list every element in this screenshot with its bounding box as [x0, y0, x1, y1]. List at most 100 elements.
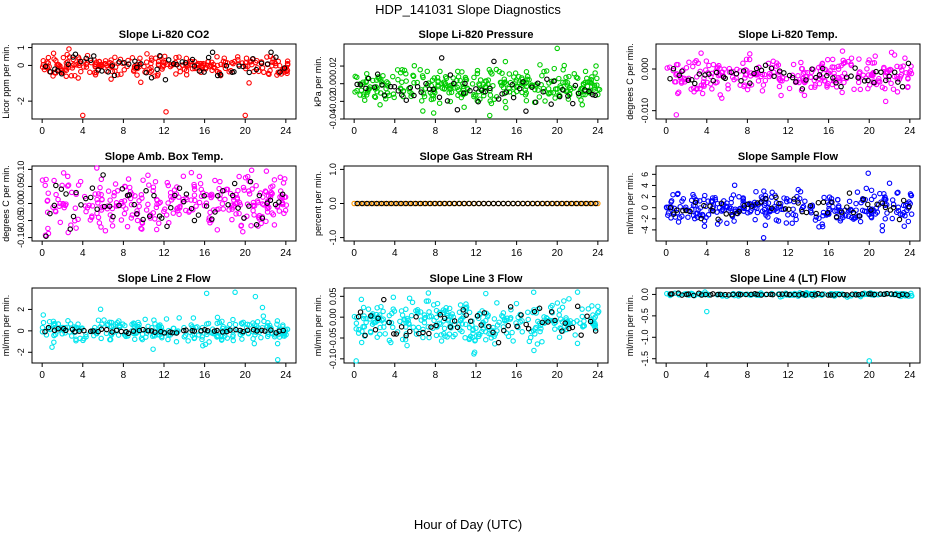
reference-point [763, 195, 769, 202]
data-point [529, 82, 535, 88]
data-point [549, 302, 555, 309]
reference-point [781, 70, 787, 76]
data-point [888, 67, 894, 73]
data-point [118, 217, 125, 223]
data-point [136, 63, 143, 70]
data-point [75, 54, 82, 61]
data-point [869, 210, 875, 217]
data-point [701, 196, 707, 203]
reference-point [451, 80, 457, 87]
data-point [828, 195, 835, 202]
reference-point [151, 192, 157, 199]
x-tick-label: 4 [80, 370, 86, 381]
reference-point [758, 292, 765, 298]
reference-point [393, 331, 400, 337]
data-point [137, 55, 143, 62]
data-point [801, 92, 808, 99]
data-point [138, 192, 145, 198]
data-point [367, 329, 374, 336]
data-point [50, 73, 56, 79]
data-point [65, 318, 71, 324]
data-point [164, 179, 171, 186]
data-point [763, 212, 769, 218]
reference-point [146, 213, 153, 219]
data-point [153, 226, 160, 233]
data-point [107, 63, 114, 69]
data-point [53, 191, 59, 198]
data-point [71, 61, 77, 68]
y-tick-label: 0 [16, 63, 26, 68]
chart-title: Slope Li-820 Temp. [738, 29, 837, 41]
data-point [258, 220, 264, 227]
data-point [474, 70, 481, 77]
data-point [690, 63, 696, 70]
reference-point [735, 291, 742, 297]
outlier-point [232, 289, 238, 296]
reference-point [770, 291, 776, 298]
reference-point [475, 98, 481, 105]
data-point [254, 198, 261, 204]
x-tick-label: 12 [470, 370, 482, 381]
data-point [900, 63, 907, 69]
data-point [360, 315, 367, 322]
data-point [411, 200, 417, 207]
reference-point [715, 291, 721, 298]
data-point [513, 320, 519, 326]
reference-point [589, 91, 596, 98]
data-point [217, 178, 223, 185]
reference-point [250, 56, 256, 62]
data-point [447, 98, 454, 105]
data-point [740, 60, 746, 67]
data-point [283, 202, 290, 208]
reference-point [426, 330, 432, 337]
reference-point [276, 199, 282, 205]
data-point [62, 202, 69, 209]
reference-point [868, 207, 874, 213]
data-point [702, 67, 709, 73]
data-point [192, 197, 198, 204]
data-point [482, 336, 489, 343]
x-tick-label: 0 [351, 248, 357, 259]
reference-point [696, 71, 703, 77]
data-point [802, 198, 808, 204]
reference-point [411, 92, 417, 99]
data-point [425, 324, 431, 330]
data-point [582, 68, 589, 75]
data-point [363, 315, 369, 322]
x-tick-label: 16 [823, 370, 835, 381]
reference-point [882, 77, 889, 84]
outlier-point [866, 358, 872, 364]
data-point [693, 74, 700, 80]
data-point [907, 200, 913, 207]
x-tick-label: 12 [782, 370, 794, 381]
data-point [868, 187, 875, 194]
data-point [420, 334, 426, 341]
data-point [889, 197, 896, 203]
data-point [371, 200, 377, 207]
data-point [236, 173, 242, 180]
data-point [234, 200, 240, 206]
data-point [384, 83, 391, 89]
data-point [897, 64, 904, 70]
data-point [128, 215, 135, 221]
data-point [699, 90, 706, 97]
reference-point [473, 86, 479, 92]
data-point [380, 308, 386, 315]
data-point [541, 68, 547, 75]
reference-point [55, 68, 61, 74]
reference-point [536, 305, 543, 312]
reference-point [357, 82, 364, 88]
data-point [447, 86, 453, 93]
data-point [353, 326, 359, 332]
x-tick-label: 4 [80, 126, 86, 137]
data-point [470, 327, 476, 333]
data-point [725, 86, 731, 92]
reference-point [381, 296, 387, 303]
reference-point [587, 318, 594, 325]
y-axis-label: percent per min. [313, 171, 323, 236]
reference-point [877, 291, 884, 297]
chart-title: Slope Sample Flow [738, 151, 839, 163]
y-tick-label: -0.05 [16, 210, 26, 231]
x-tick-label: 4 [704, 248, 710, 259]
reference-point [100, 172, 106, 178]
